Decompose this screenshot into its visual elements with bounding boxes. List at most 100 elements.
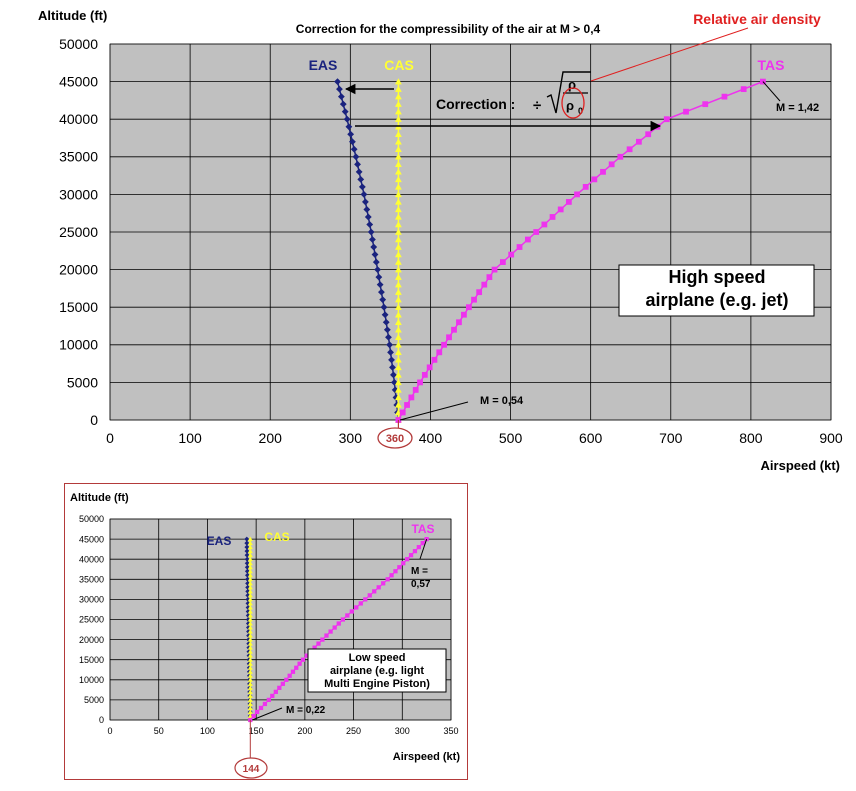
data-point-cas xyxy=(395,138,402,145)
data-point-cas xyxy=(395,175,402,183)
x-tick-label: 0 xyxy=(107,726,112,736)
data-point-cas xyxy=(395,78,402,85)
data-point-cas xyxy=(247,556,253,562)
data-point-cas xyxy=(395,356,402,363)
data-point-tas xyxy=(408,553,414,558)
circled-value-ring xyxy=(377,427,413,449)
data-point-cas xyxy=(247,621,253,626)
data-point-tas xyxy=(358,601,363,606)
data-point-tas xyxy=(574,191,580,198)
data-point-tas xyxy=(254,709,260,715)
data-point-eas xyxy=(380,303,388,311)
data-point-tas xyxy=(258,705,264,711)
data-point-cas xyxy=(395,108,402,115)
y-tick-label: 15000 xyxy=(59,299,98,315)
y-tick-label: 15000 xyxy=(79,655,104,665)
data-point-eas xyxy=(337,93,345,101)
data-point-cas xyxy=(247,649,253,654)
low-speed-box-line1: Low speed xyxy=(349,652,406,664)
data-point-cas xyxy=(395,273,402,280)
data-point-tas xyxy=(416,545,421,550)
data-point-eas xyxy=(376,281,384,289)
data-point-cas xyxy=(247,709,253,714)
data-point-cas xyxy=(247,536,253,542)
data-point-tas xyxy=(420,540,425,546)
data-point-eas xyxy=(354,160,361,168)
x-tick-label: 900 xyxy=(819,430,843,446)
y-tick-label: 10000 xyxy=(79,675,104,685)
data-point-tas xyxy=(412,387,419,393)
y-tick-label: 45000 xyxy=(79,534,104,544)
y-axis-label: Altitude (ft) xyxy=(38,8,107,23)
data-point-eas xyxy=(352,153,360,161)
mach-low-label: M = 0,22 xyxy=(286,705,326,716)
data-point-cas xyxy=(395,183,402,190)
data-point-cas xyxy=(395,191,402,198)
data-point-tas xyxy=(367,593,372,598)
low-speed-box xyxy=(307,648,447,693)
data-point-cas xyxy=(395,206,402,213)
data-point-tas xyxy=(287,673,292,678)
data-point-tas xyxy=(451,326,457,333)
mach-high-pointer xyxy=(419,538,428,560)
data-point-tas xyxy=(354,605,359,610)
data-point-cas xyxy=(247,629,253,634)
x-tick-label: 800 xyxy=(739,430,763,446)
data-point-eas xyxy=(385,333,392,341)
data-point-cas xyxy=(395,236,402,243)
data-point-tas xyxy=(290,669,296,674)
data-point-eas xyxy=(244,572,250,578)
data-point-cas xyxy=(247,681,253,686)
data-point-eas xyxy=(334,78,341,85)
data-point-cas xyxy=(395,160,402,168)
rho0-circle xyxy=(561,87,585,119)
data-point-eas xyxy=(349,138,356,146)
data-point-tas xyxy=(381,581,386,586)
data-point-tas xyxy=(393,569,398,574)
data-point-eas xyxy=(245,596,251,602)
data-point-eas xyxy=(381,311,389,319)
data-point-eas xyxy=(245,580,251,586)
data-point-eas xyxy=(355,168,363,176)
data-point-eas xyxy=(364,213,372,221)
data-point-tas xyxy=(456,319,462,326)
data-point-tas xyxy=(626,146,633,153)
data-point-eas xyxy=(372,258,380,266)
data-point-cas xyxy=(247,633,253,638)
y-tick-label: 30000 xyxy=(59,186,98,202)
data-point-cas xyxy=(247,661,253,666)
data-point-eas xyxy=(374,266,381,273)
data-point-eas xyxy=(379,296,387,304)
data-point-cas xyxy=(247,673,253,678)
x-tick-label: 400 xyxy=(419,430,443,446)
series-label-eas: EAS xyxy=(309,57,338,73)
data-point-eas xyxy=(244,556,250,562)
data-point-tas xyxy=(372,589,377,594)
data-point-cas xyxy=(395,243,402,250)
data-point-cas xyxy=(247,685,253,690)
data-point-cas xyxy=(247,592,253,598)
data-point-tas xyxy=(340,617,345,622)
data-point-cas xyxy=(247,596,253,602)
data-point-eas xyxy=(386,341,393,349)
compressibility-annotation: Correction for the compressibility of th… xyxy=(296,22,601,36)
circled-value-label: 360 xyxy=(386,433,404,445)
x-tick-label: 500 xyxy=(499,430,523,446)
data-point-cas xyxy=(247,580,253,586)
data-point-tas xyxy=(277,685,282,690)
data-point-tas xyxy=(399,409,406,416)
data-point-cas xyxy=(395,401,402,408)
data-point-tas xyxy=(466,304,472,311)
mach-low-label: M = 0,54 xyxy=(480,395,524,407)
sqrt-symbol xyxy=(546,71,591,114)
x-tick-label: 200 xyxy=(259,430,283,446)
data-point-eas xyxy=(370,243,378,251)
data-point-tas xyxy=(486,274,493,281)
data-point-eas xyxy=(387,348,394,356)
data-point-cas xyxy=(247,637,253,642)
data-point-tas xyxy=(397,565,402,570)
series-label-cas: CAS xyxy=(384,57,414,73)
data-point-cas xyxy=(395,318,402,325)
data-point-cas xyxy=(247,625,253,630)
data-point-cas xyxy=(247,669,253,674)
